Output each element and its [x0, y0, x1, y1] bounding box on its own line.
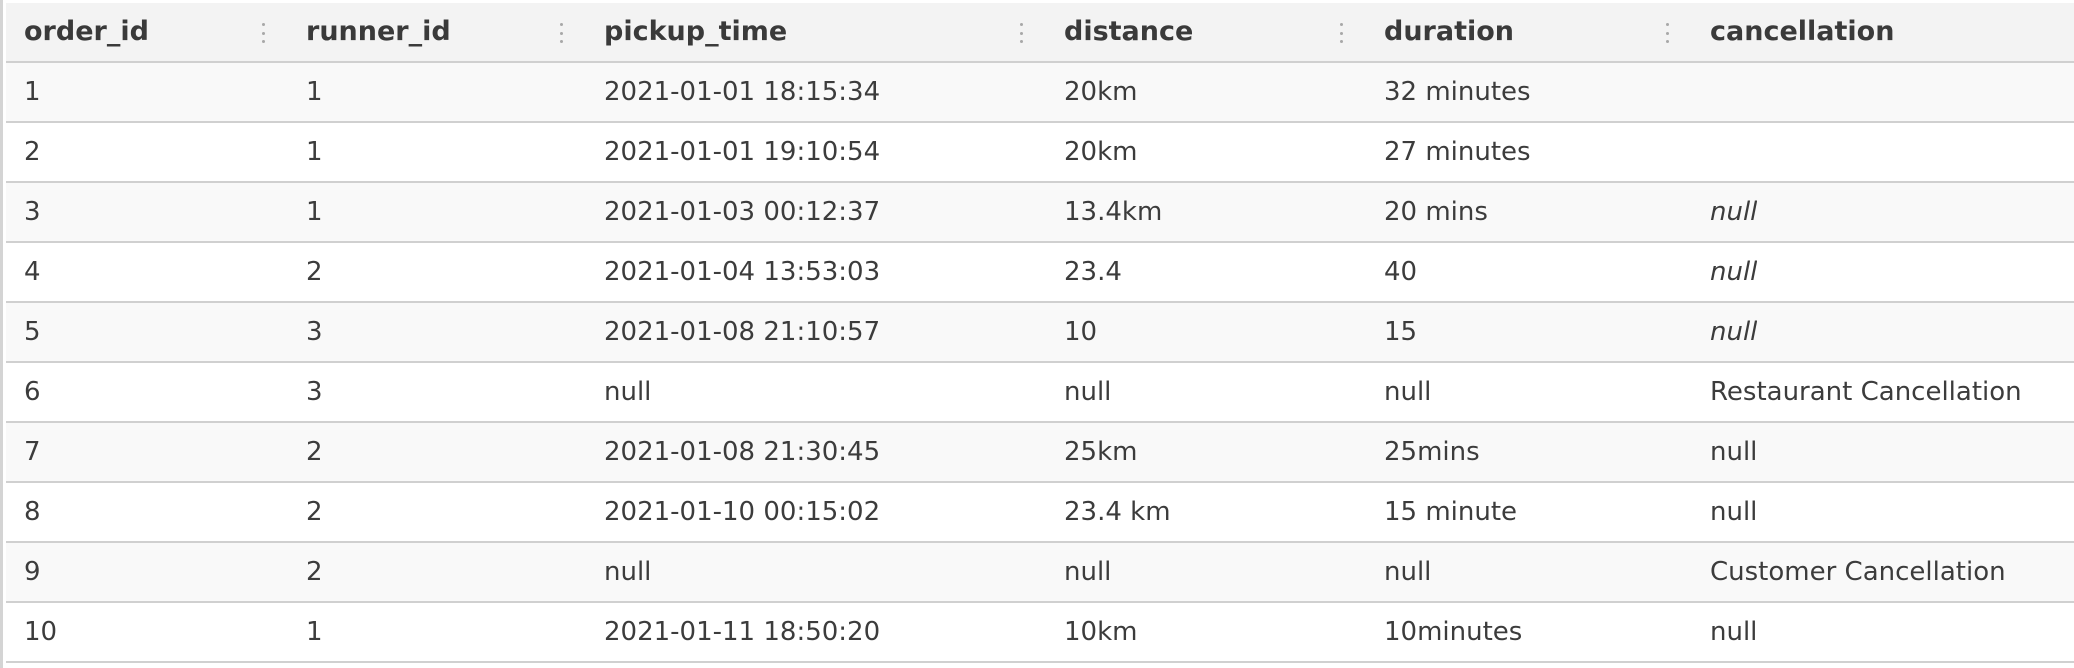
vertical-ellipsis-icon[interactable]: [559, 23, 563, 43]
cell-pickup-time: 2021-01-08 21:10:57: [604, 317, 881, 347]
cell-distance: 23.4: [1064, 257, 1122, 287]
vertical-ellipsis-icon[interactable]: [1339, 23, 1343, 43]
table-row[interactable]: 7 2 2021-01-08 21:30:45 25km 25mins null: [6, 423, 2074, 483]
table-row[interactable]: 9 2 null null null Customer Cancellation: [6, 543, 2074, 603]
cell-runner-id: 3: [306, 317, 323, 347]
cell-runner-id: 2: [306, 557, 323, 587]
cell-distance: 10km: [1064, 617, 1138, 647]
column-header-runner-id[interactable]: runner_id: [306, 16, 451, 47]
cell-pickup-time: 2021-01-01 19:10:54: [604, 137, 881, 167]
column-header-duration[interactable]: duration: [1384, 16, 1515, 47]
cell-cancellation: null: [1710, 197, 1758, 227]
cell-runner-id: 1: [306, 77, 323, 107]
cell-order-id: 3: [24, 197, 41, 227]
cell-duration: 15: [1384, 317, 1418, 347]
table-row[interactable]: 5 3 2021-01-08 21:10:57 10 15 null: [6, 303, 2074, 363]
cell-order-id: 5: [24, 317, 41, 347]
column-header-pickup-time[interactable]: pickup_time: [604, 16, 788, 47]
cell-cancellation: null: [1710, 617, 1758, 647]
cell-duration: 27 minutes: [1384, 137, 1531, 167]
cell-pickup-time: 2021-01-01 18:15:34: [604, 77, 881, 107]
cell-distance: 23.4 km: [1064, 497, 1171, 527]
cell-cancellation: null: [1710, 257, 1758, 287]
cell-pickup-time: 2021-01-04 13:53:03: [604, 257, 881, 287]
column-header-order-id[interactable]: order_id: [24, 16, 149, 47]
table-row[interactable]: 8 2 2021-01-10 00:15:02 23.4 km 15 minut…: [6, 483, 2074, 543]
table-row[interactable]: 10 1 2021-01-11 18:50:20 10km 10minutes …: [6, 603, 2074, 663]
cell-cancellation: null: [1710, 437, 1758, 467]
cell-duration: 20 mins: [1384, 197, 1488, 227]
cell-distance: 25km: [1064, 437, 1138, 467]
table-row[interactable]: 6 3 null null null Restaurant Cancellati…: [6, 363, 2074, 423]
cell-runner-id: 2: [306, 437, 323, 467]
cell-distance: 20km: [1064, 77, 1138, 107]
cell-duration: 32 minutes: [1384, 77, 1531, 107]
cell-duration: 25mins: [1384, 437, 1480, 467]
table-row[interactable]: 3 1 2021-01-03 00:12:37 13.4km 20 mins n…: [6, 183, 2074, 243]
cell-distance: null: [1064, 557, 1112, 587]
vertical-ellipsis-icon[interactable]: [1665, 23, 1669, 43]
cell-order-id: 4: [24, 257, 41, 287]
table-row[interactable]: 1 1 2021-01-01 18:15:34 20km 32 minutes: [6, 63, 2074, 123]
cell-order-id: 1: [24, 77, 41, 107]
cell-runner-id: 1: [306, 617, 323, 647]
cell-pickup-time: 2021-01-03 00:12:37: [604, 197, 881, 227]
cell-runner-id: 1: [306, 197, 323, 227]
cell-duration: null: [1384, 557, 1432, 587]
cell-duration: 40: [1384, 257, 1418, 287]
cell-order-id: 8: [24, 497, 41, 527]
cell-runner-id: 2: [306, 257, 323, 287]
cell-pickup-time: null: [604, 557, 652, 587]
cell-order-id: 10: [24, 617, 58, 647]
cell-order-id: 6: [24, 377, 41, 407]
cell-duration: null: [1384, 377, 1432, 407]
cell-duration: 15 minute: [1384, 497, 1518, 527]
cell-pickup-time: 2021-01-08 21:30:45: [604, 437, 881, 467]
cell-order-id: 2: [24, 137, 41, 167]
column-header-distance[interactable]: distance: [1064, 16, 1194, 47]
cell-cancellation: null: [1710, 317, 1758, 347]
table-row[interactable]: 2 1 2021-01-01 19:10:54 20km 27 minutes: [6, 123, 2074, 183]
cell-order-id: 9: [24, 557, 41, 587]
cell-distance: 10: [1064, 317, 1098, 347]
cell-pickup-time: 2021-01-11 18:50:20: [604, 617, 881, 647]
vertical-ellipsis-icon[interactable]: [261, 23, 265, 43]
cell-distance: 20km: [1064, 137, 1138, 167]
cell-distance: null: [1064, 377, 1112, 407]
cell-pickup-time: null: [604, 377, 652, 407]
grid-bottom-edge: [6, 663, 2074, 668]
cell-runner-id: 1: [306, 137, 323, 167]
cell-order-id: 7: [24, 437, 41, 467]
cell-cancellation: Restaurant Cancellation: [1710, 377, 2022, 407]
cell-runner-id: 3: [306, 377, 323, 407]
cell-distance: 13.4km: [1064, 197, 1163, 227]
table-header-row: order_id runner_id pickup_time distance …: [6, 3, 2074, 63]
table-row[interactable]: 4 2 2021-01-04 13:53:03 23.4 40 null: [6, 243, 2074, 303]
cell-duration: 10minutes: [1384, 617, 1523, 647]
cell-cancellation: Customer Cancellation: [1710, 557, 2006, 587]
cell-cancellation: null: [1710, 497, 1758, 527]
column-header-cancellation[interactable]: cancellation: [1710, 16, 1895, 47]
cell-runner-id: 2: [306, 497, 323, 527]
vertical-ellipsis-icon[interactable]: [1019, 23, 1023, 43]
cell-pickup-time: 2021-01-10 00:15:02: [604, 497, 881, 527]
